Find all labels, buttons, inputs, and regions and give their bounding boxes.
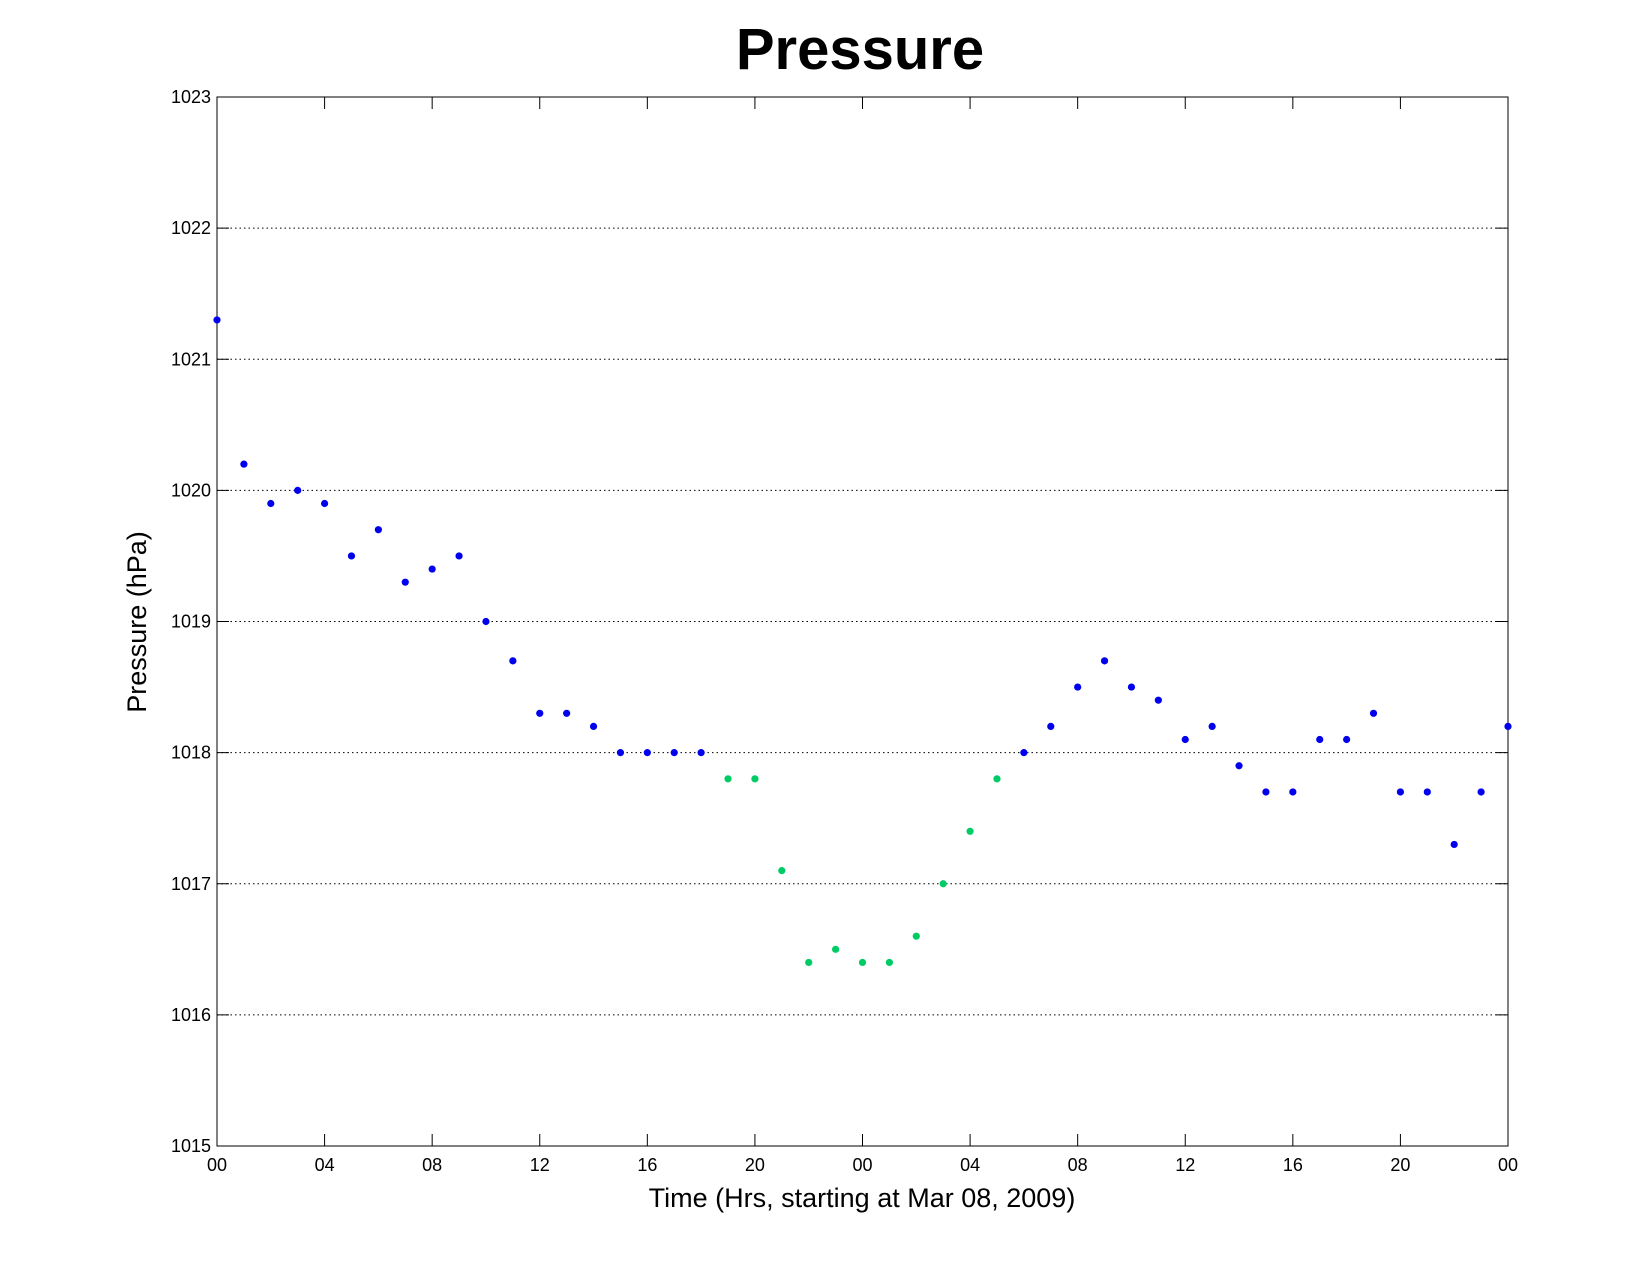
data-point	[374, 526, 382, 534]
data-point	[1450, 840, 1458, 849]
x-tick-label: 00	[852, 1155, 872, 1175]
data-point	[1262, 788, 1270, 796]
y-tick-label: 1020	[171, 480, 211, 500]
data-points	[213, 316, 1512, 967]
data-point	[670, 749, 678, 757]
data-point	[1316, 735, 1324, 744]
chart-title: Pressure	[736, 17, 984, 82]
y-axis-label: Pressure (hPa)	[122, 531, 152, 713]
data-point	[697, 749, 705, 757]
data-point	[805, 958, 813, 967]
data-point	[643, 749, 651, 757]
x-tick-label: 08	[422, 1155, 442, 1175]
data-point	[347, 552, 356, 560]
data-point	[509, 657, 517, 665]
data-point	[616, 749, 625, 757]
y-tick-label: 1015	[171, 1136, 211, 1156]
data-point	[1235, 762, 1243, 770]
data-point	[1020, 749, 1028, 757]
y-tick-label: 1016	[171, 1005, 211, 1025]
data-point	[589, 722, 598, 731]
data-point	[1100, 657, 1109, 665]
data-point	[724, 775, 732, 783]
data-point	[832, 945, 840, 953]
data-point	[939, 880, 947, 888]
y-tick-label: 1023	[171, 87, 211, 107]
data-point	[320, 499, 329, 508]
data-point	[1396, 788, 1405, 796]
data-point	[1504, 722, 1512, 731]
data-point	[1181, 735, 1189, 744]
grid-lines	[217, 227, 1508, 1016]
y-tick-label: 1022	[171, 218, 211, 238]
x-tick-label: 20	[745, 1155, 765, 1175]
data-point	[1477, 788, 1485, 796]
x-tick-label: 04	[315, 1155, 335, 1175]
x-tick-label: 20	[1390, 1155, 1410, 1175]
data-point	[482, 617, 490, 626]
data-point	[1074, 683, 1082, 691]
data-point	[858, 958, 867, 967]
data-point	[240, 460, 248, 468]
data-point	[1343, 735, 1351, 744]
axis-ticks	[216, 96, 1509, 1147]
data-point	[1208, 722, 1216, 731]
data-point	[751, 775, 759, 783]
data-point	[1289, 788, 1297, 796]
x-tick-label: 00	[207, 1155, 227, 1175]
data-point	[428, 565, 436, 573]
y-tick-label: 1017	[171, 874, 211, 894]
data-point	[563, 709, 571, 717]
y-tick-label: 1021	[171, 349, 211, 369]
y-axis-tick-labels: 1015 1016 1017 1018 1019 1020 1021 1022 1023	[171, 87, 211, 1156]
x-tick-label: 08	[1068, 1155, 1088, 1175]
data-point	[1047, 722, 1055, 731]
data-point	[213, 316, 221, 324]
data-point	[1369, 709, 1378, 717]
y-tick-label: 1019	[171, 612, 211, 632]
data-point	[1127, 683, 1136, 691]
x-tick-label: 16	[1283, 1155, 1303, 1175]
x-tick-label: 04	[960, 1155, 980, 1175]
data-point	[993, 775, 1001, 783]
data-point	[885, 958, 893, 967]
x-tick-label: 12	[1175, 1155, 1195, 1175]
data-point	[536, 709, 544, 717]
x-axis-tick-labels: 00 04 08 12 16 20 00 04 08 12 16 20 00	[207, 1155, 1518, 1175]
x-tick-label: 00	[1498, 1155, 1518, 1175]
data-point	[294, 486, 302, 494]
x-axis-label: Time (Hrs, starting at Mar 08, 2009)	[649, 1183, 1076, 1213]
data-point	[455, 552, 463, 560]
x-tick-label: 12	[530, 1155, 550, 1175]
y-tick-label: 1018	[171, 743, 211, 763]
data-point	[778, 867, 786, 875]
data-point	[1423, 788, 1431, 796]
data-point	[401, 578, 409, 586]
data-point	[966, 827, 974, 835]
x-tick-label: 16	[637, 1155, 657, 1175]
data-point	[912, 932, 920, 940]
data-point	[1154, 696, 1162, 704]
data-point	[267, 499, 275, 508]
